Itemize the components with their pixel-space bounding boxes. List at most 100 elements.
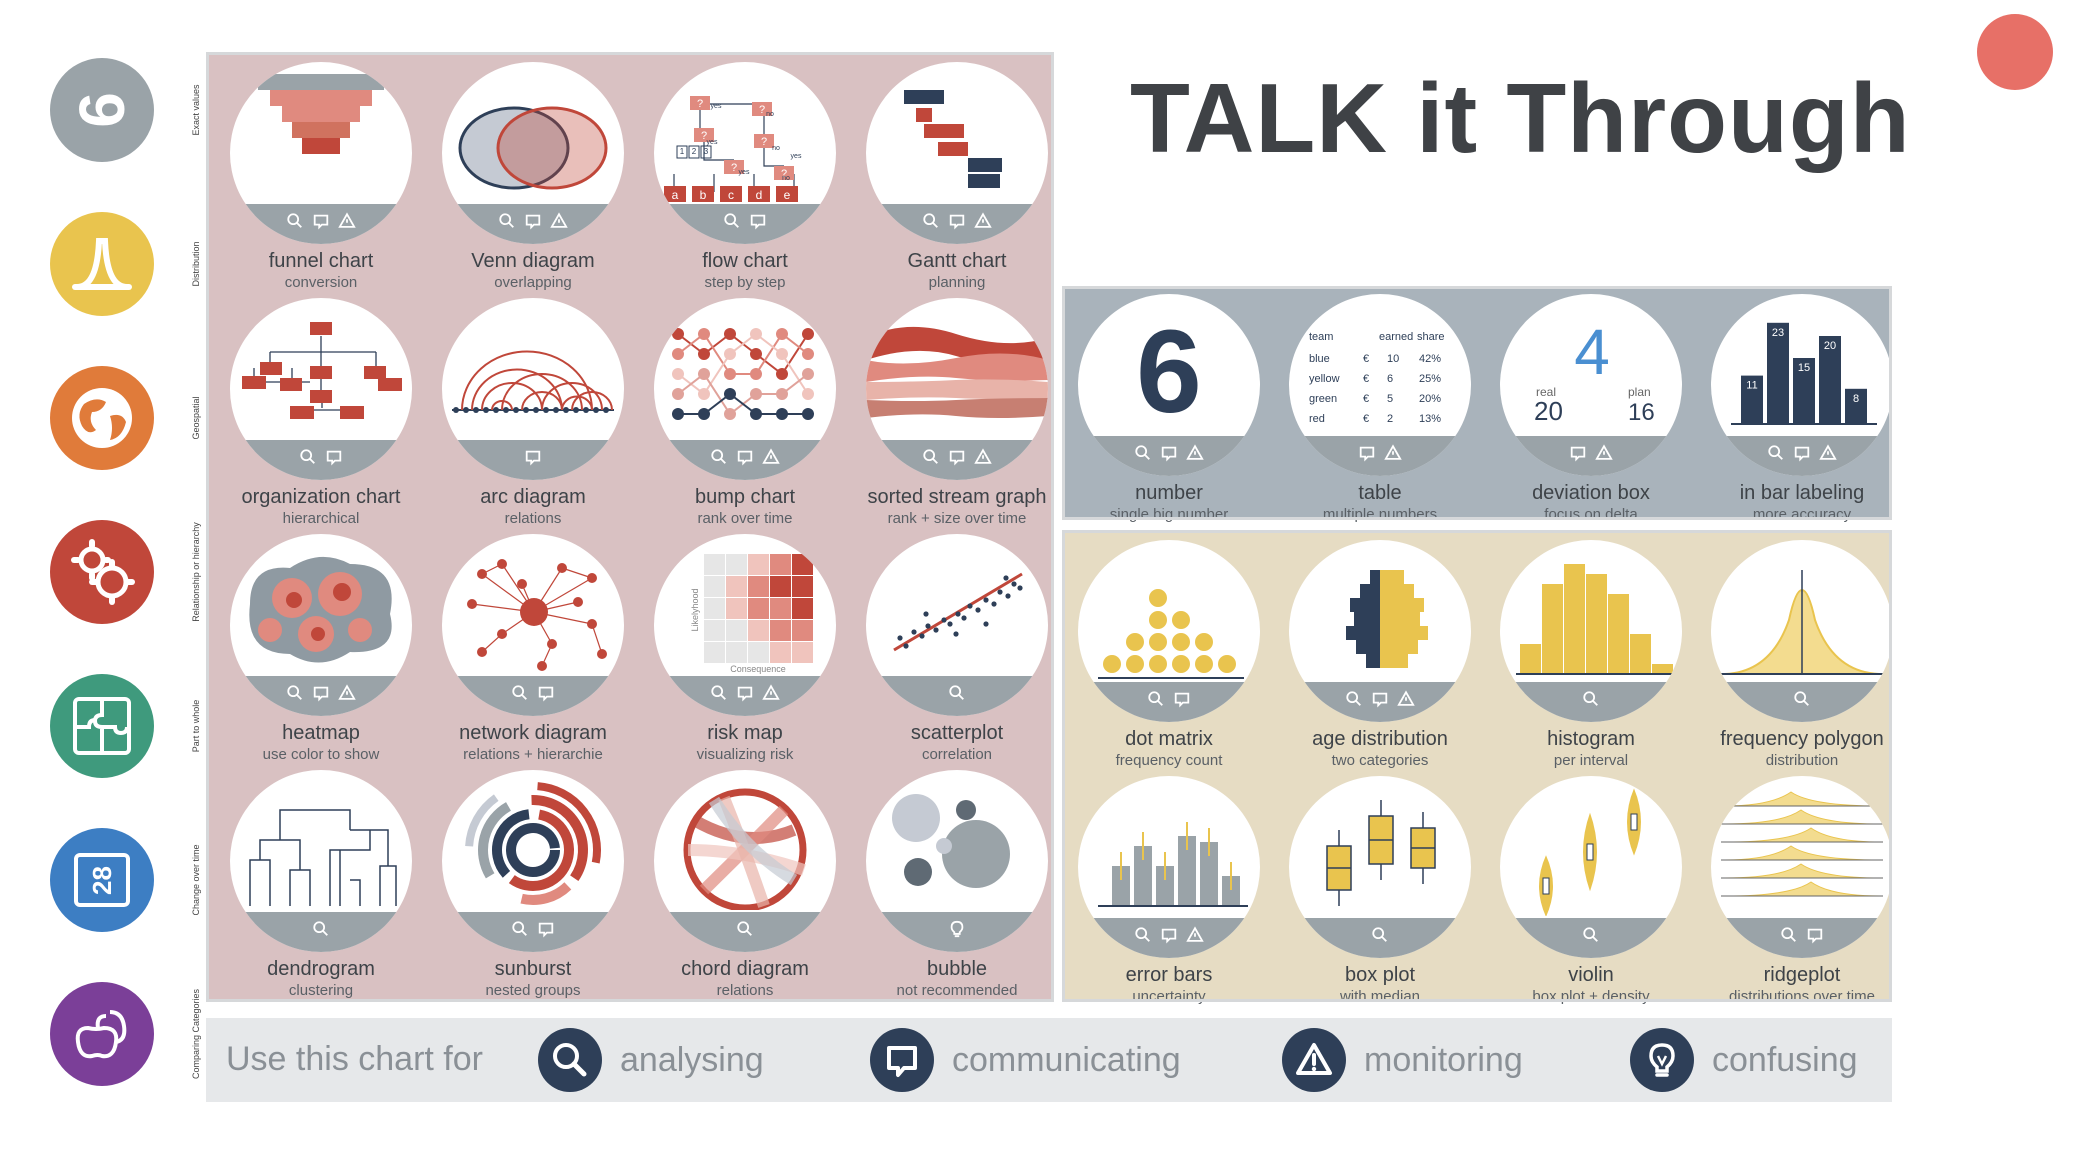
chart-thumbnail [442, 770, 624, 952]
icon-stroke [1583, 927, 1596, 940]
chart-card-violin[interactable]: violin box plot + density [1491, 776, 1691, 1016]
category-label: Change over time [191, 844, 201, 916]
usage-icon-band [866, 912, 1048, 952]
chart-name: Gantt chart [907, 250, 1007, 272]
chart-card-ridgeplot[interactable]: ridgeplot distributions over time [1702, 776, 1902, 1016]
chart-card-deviation-box[interactable]: 4 real 20 plan 16 deviation box focus on delta [1491, 294, 1691, 534]
chart-mark [936, 838, 952, 854]
chart-mark [508, 809, 574, 891]
chart-card-risk-map[interactable]: Consequence Likelyhood risk map visualizing… [645, 534, 845, 774]
chart-mark [1380, 598, 1424, 612]
chart-mark [477, 569, 487, 579]
chart-card-chord-diagram[interactable]: chord diagram relations [645, 770, 845, 1010]
chart-card-table[interactable]: team earned share blue €10 42% yellow €6 25% gree… [1280, 294, 1480, 534]
chart-mark [923, 611, 929, 617]
chart-mark [776, 186, 798, 202]
chart-card-organization-chart[interactable]: organization chart hierarchical [221, 298, 421, 538]
chart-illustration [458, 106, 608, 190]
thumb-label: earned [1379, 331, 1413, 343]
speech-bubble-icon [1372, 692, 1388, 708]
chart-subtitle: rank over time [697, 510, 793, 527]
chart-mark [1380, 570, 1404, 584]
category-relationship[interactable]: Relationship or hierarchy [50, 520, 201, 624]
chart-card-heatmap[interactable]: heatmap use color to show [221, 534, 421, 774]
chart-mark [561, 395, 593, 411]
icon-stroke [762, 448, 780, 464]
chart-card-venn-diagram[interactable]: Venn diagram overlapping [433, 62, 633, 302]
chart-card-sorted-stream-graph[interactable]: sorted stream graph rank + size over time [857, 298, 1057, 538]
chart-card-gantt-chart[interactable]: Gantt chart planning [857, 62, 1057, 302]
legend-monitoring[interactable]: monitoring [1282, 1028, 1523, 1092]
thumb-label: team [1309, 331, 1333, 343]
category-change-over-time[interactable]: 28 Change over time [50, 828, 201, 932]
chart-name: scatterplot [910, 722, 1004, 744]
chart-card-number[interactable]: 6 number single big number [1069, 294, 1269, 534]
icon-stroke [521, 694, 527, 700]
chart-card-in-bar-labeling[interactable]: 11 23 15 20 8 in bar labeling more accuracy [1702, 294, 1902, 534]
thumb-label: blue [1309, 353, 1330, 365]
chart-card-histogram[interactable]: histogram per interval [1491, 540, 1691, 780]
warning-icon [1186, 444, 1204, 460]
legend-analysing[interactable]: analysing [538, 1028, 764, 1092]
chart-card-age-distribution[interactable]: age distribution two categories [1280, 540, 1480, 780]
chart-mark [770, 642, 791, 663]
chart-illustration [249, 556, 392, 663]
speech-bubble-icon [870, 1028, 934, 1092]
chart-card-frequency-polygon[interactable]: frequency polygon distribution [1702, 540, 1902, 780]
magnifier-icon [711, 685, 726, 700]
thumb-label: 20% [1419, 393, 1441, 405]
chart-card-error-bars[interactable]: error bars uncertainty [1069, 776, 1269, 1016]
chart-name: dendrogram [267, 958, 375, 980]
icon-stroke [525, 214, 541, 230]
icon-stroke [550, 212, 568, 228]
chart-mark [953, 631, 959, 637]
chart-illustration [258, 74, 384, 154]
category-distribution[interactable]: Distribution [50, 212, 201, 316]
chart-name: dot matrix [1125, 728, 1213, 750]
icon-stroke [737, 450, 753, 466]
legend-communicating[interactable]: communicating [870, 1028, 1181, 1092]
category-comparing[interactable]: Comparing Categories [50, 982, 201, 1086]
chart-name: risk map [707, 722, 783, 744]
chart-mark [340, 406, 364, 419]
chart-mark [547, 639, 557, 649]
chart-mark [543, 407, 549, 413]
chart-name: arc diagram [480, 486, 586, 508]
warning-icon [974, 212, 992, 228]
chart-card-dendrogram[interactable]: dendrogram clustering [221, 770, 421, 1010]
chart-name: organization chart [241, 486, 401, 508]
chart-name: deviation box [1532, 482, 1650, 504]
speech-bubble-icon [750, 214, 766, 230]
chart-subtitle: distributions over time [1729, 988, 1875, 1005]
chart-card-sunburst[interactable]: sunburst nested groups [433, 770, 633, 1010]
icon-stroke [1161, 446, 1177, 462]
chart-card-bubble[interactable]: bubble not recommended [857, 770, 1057, 1010]
chart-card-dot-matrix[interactable]: dot matrix frequency count [1069, 540, 1269, 780]
icon-stroke [932, 222, 938, 228]
chart-card-box-plot[interactable]: box plot with median [1280, 776, 1480, 1016]
chart-name: age distribution [1312, 728, 1448, 750]
chart-mark [802, 368, 814, 380]
category-exact-values[interactable]: 6 Exact values [50, 58, 201, 162]
chart-card-funnel-chart[interactable]: funnel chart conversion [221, 62, 421, 302]
legend-confusing[interactable]: confusing [1630, 1028, 1858, 1092]
icon-stroke [1592, 936, 1598, 942]
chart-thumbnail [866, 298, 1048, 480]
chart-mark [491, 400, 513, 411]
chart-card-network-diagram[interactable]: network diagram relations + hierarchie [433, 534, 633, 774]
chart-subtitle: not recommended [896, 982, 1018, 999]
magnifier-icon [1346, 691, 1361, 706]
icon-stroke [974, 448, 992, 464]
category-geospatial[interactable]: Geospatial [50, 366, 201, 470]
thumb-label: red [1309, 413, 1325, 425]
chart-card-bump-chart[interactable]: bump chart rank over time [645, 298, 845, 538]
chart-card-scatterplot[interactable]: scatterplot correlation [857, 534, 1057, 774]
magnifier-icon [1135, 927, 1150, 942]
category-part-to-whole[interactable]: Part to whole [50, 674, 201, 778]
warning-icon [1186, 926, 1204, 942]
warning-icon [1819, 444, 1837, 460]
speech-bubble-icon [1570, 446, 1586, 462]
chart-mark [933, 627, 939, 633]
chart-card-flow-chart[interactable]: ?????? yes no yes no yes no yes 1 2 3 a b c d e flow cha… [645, 62, 845, 302]
chart-card-arc-diagram[interactable]: arc diagram relations [433, 298, 633, 538]
